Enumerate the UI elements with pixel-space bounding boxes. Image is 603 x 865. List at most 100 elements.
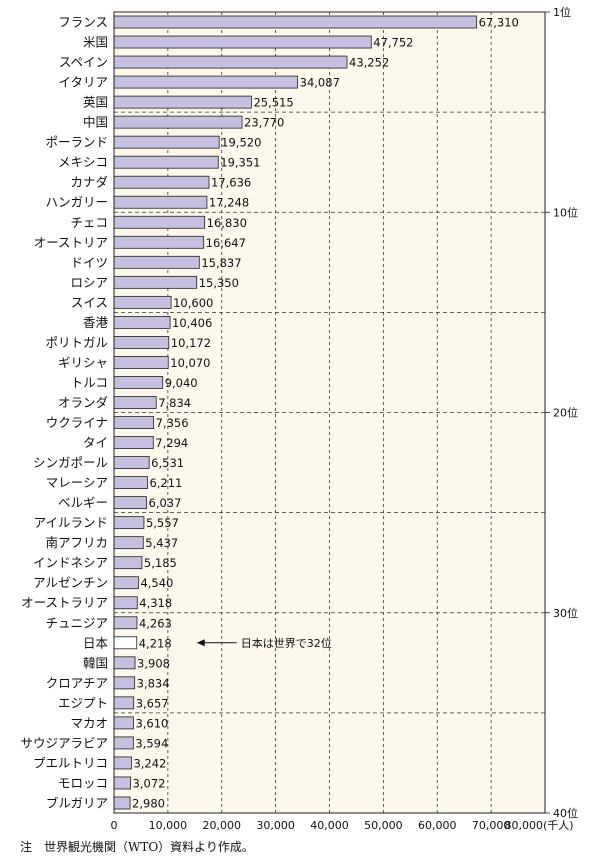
rank-label: 20位 xyxy=(553,406,578,420)
data-label: 5,185 xyxy=(144,556,177,570)
bar xyxy=(113,255,200,269)
bar xyxy=(113,736,134,750)
bar xyxy=(113,215,206,229)
bar xyxy=(113,356,169,369)
bar xyxy=(113,195,208,209)
data-label: 4,318 xyxy=(139,596,172,610)
bar xyxy=(113,656,136,670)
category-label: ギリシャ xyxy=(58,355,108,370)
category-label: ハンガリー xyxy=(45,195,108,210)
category-label: スイス xyxy=(71,295,108,310)
data-label: 7,294 xyxy=(155,436,188,450)
data-label: 67,310 xyxy=(479,16,519,30)
bar xyxy=(113,55,348,69)
category-label: 香港 xyxy=(83,315,109,330)
category-label: オーストラリア xyxy=(21,595,108,610)
data-label: 7,834 xyxy=(158,396,191,410)
category-label: マレーシア xyxy=(46,475,108,490)
bar xyxy=(113,476,148,489)
data-label: 43,252 xyxy=(349,56,389,70)
bar xyxy=(113,456,150,469)
data-label: 4,540 xyxy=(140,576,173,590)
bar xyxy=(113,115,243,129)
category-label: プエルトリコ xyxy=(33,755,108,770)
data-label: 3,908 xyxy=(137,656,170,670)
bar xyxy=(113,496,147,510)
category-label: ベルギー xyxy=(58,495,108,510)
category-label: 南アフリカ xyxy=(45,535,108,550)
category-label: 日本 xyxy=(83,635,109,650)
data-label: 4,218 xyxy=(139,636,172,650)
bar xyxy=(113,536,144,550)
category-label: モロッコ xyxy=(58,775,108,790)
data-label: 25,515 xyxy=(253,96,293,110)
bar xyxy=(113,596,138,610)
category-label: トルコ xyxy=(71,375,108,390)
bar xyxy=(113,576,139,590)
labels: フランス 67,310 米国 47,752 スペイン 43,252 イタリア 34,087 英国… xyxy=(20,15,518,811)
bar xyxy=(113,796,131,810)
data-label: 23,770 xyxy=(244,116,284,130)
bar xyxy=(113,556,143,570)
category-label: エジプト xyxy=(58,695,108,710)
data-label: 10,172 xyxy=(171,336,211,350)
bar xyxy=(113,175,210,189)
bar xyxy=(113,35,372,49)
category-label: チュニジア xyxy=(45,615,108,630)
bar xyxy=(113,15,478,29)
data-label: 19,351 xyxy=(220,156,260,170)
bar xyxy=(113,676,136,690)
data-label: 16,830 xyxy=(207,216,247,230)
bar xyxy=(113,315,171,329)
category-label: カナダ xyxy=(70,175,108,190)
data-label: 6,531 xyxy=(151,456,184,470)
bar xyxy=(113,396,157,409)
annotation: 日本は世界で32位 xyxy=(196,636,332,650)
category-label: フランス xyxy=(58,15,108,30)
x-tick-label: 50,000 xyxy=(364,819,403,832)
annotation-arrow-head xyxy=(196,639,205,647)
x-tick-label: 0 xyxy=(111,819,118,832)
category-label: ポリトガル xyxy=(45,335,108,350)
category-label: オランダ xyxy=(58,395,108,410)
bar xyxy=(113,616,138,630)
data-label: 10,070 xyxy=(170,356,210,370)
data-label: 3,610 xyxy=(135,716,168,730)
category-label: 中国 xyxy=(83,115,108,130)
category-label: クロアチア xyxy=(46,675,108,690)
bar xyxy=(113,416,155,429)
category-label: インドネシア xyxy=(33,555,108,570)
category-label: スペイン xyxy=(59,55,108,70)
data-label: 16,647 xyxy=(206,236,246,250)
bar xyxy=(113,756,132,770)
bar xyxy=(113,376,164,389)
data-label: 4,263 xyxy=(139,616,172,630)
plot-border xyxy=(113,11,546,814)
data-label: 3,242 xyxy=(133,756,166,770)
category-label: チェコ xyxy=(70,215,108,230)
x-tick-label: 60,000 xyxy=(418,819,457,832)
rank-label: 10位 xyxy=(553,205,578,219)
category-label: アルゼンチン xyxy=(33,575,108,590)
data-label: 34,087 xyxy=(300,76,340,90)
category-label: アイルランド xyxy=(34,515,108,530)
x-tick-label: 30,000 xyxy=(256,819,295,832)
data-label: 6,037 xyxy=(149,496,182,510)
category-label: ブルガリア xyxy=(46,795,108,810)
data-label: 15,350 xyxy=(199,276,239,290)
data-label: 10,406 xyxy=(172,316,212,330)
x-tick-label: 70,000 xyxy=(472,819,511,832)
category-label: 米国 xyxy=(83,35,108,50)
category-label: 韓国 xyxy=(83,655,108,670)
category-label: ドイツ xyxy=(70,255,108,270)
data-label: 3,834 xyxy=(137,676,170,690)
annotation-text: 日本は世界で32位 xyxy=(241,636,332,650)
data-label: 2,980 xyxy=(132,796,165,810)
bar xyxy=(113,696,135,710)
category-label: タイ xyxy=(83,435,108,450)
bar xyxy=(113,275,198,289)
rank-label: 30位 xyxy=(553,606,578,620)
source-note: 注 世界観光機関（WTO）資料より作成。 xyxy=(20,840,254,854)
bar xyxy=(113,75,299,89)
